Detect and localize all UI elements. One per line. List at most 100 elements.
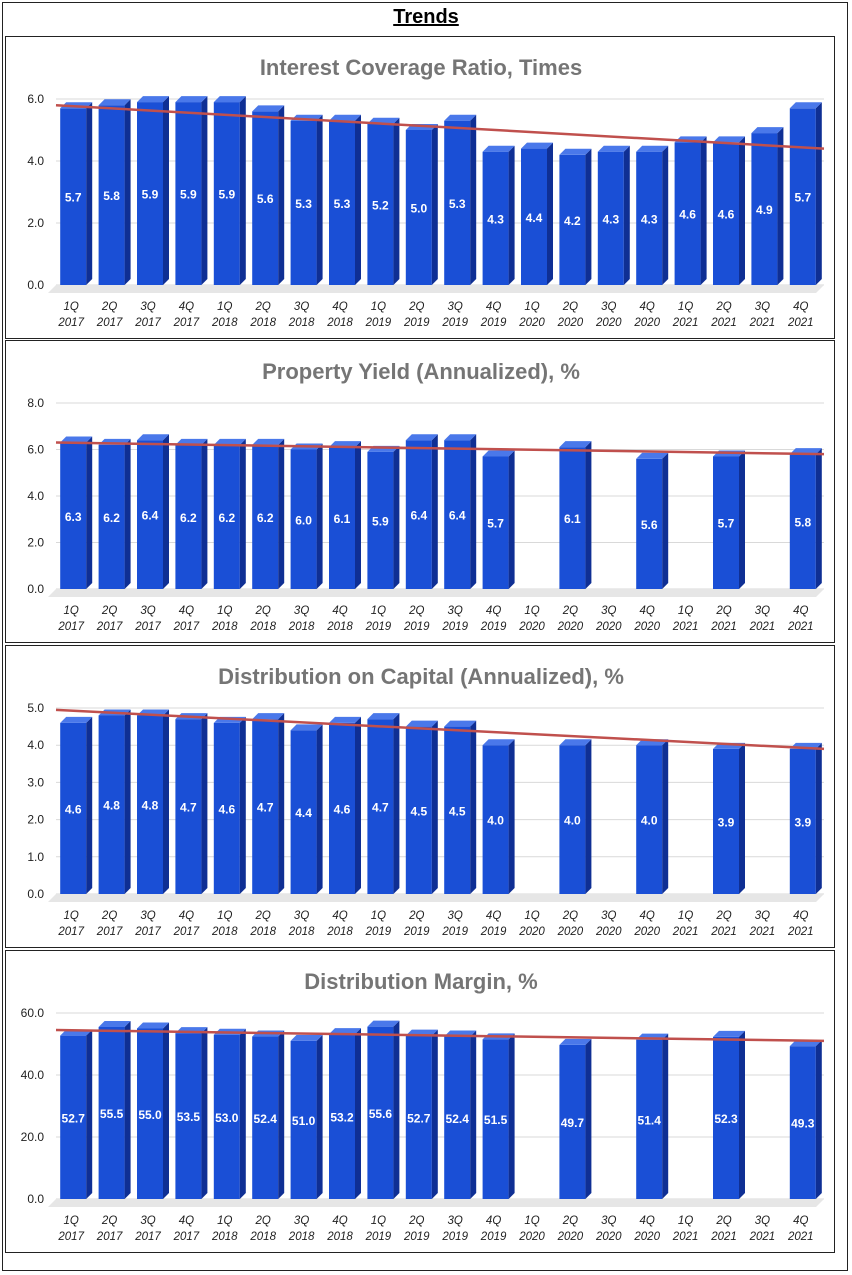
data-label: 5.9 [142,188,159,202]
bar [60,436,93,589]
bar-front [636,745,663,894]
bar-front [444,120,471,285]
x-tick-year: 2019 [480,621,507,633]
bar-side [623,145,630,285]
bar-side [239,438,246,589]
bar [175,1027,208,1199]
bar-side [508,450,515,589]
x-tick-label: 2Q 2021 [710,605,737,633]
x-tick-quarter: 2Q [562,910,578,922]
bar [482,450,515,589]
x-tick-quarter: 4Q [793,605,808,617]
bar-top [60,716,93,723]
x-tick-year: 2017 [173,926,200,938]
chart-panel-property-yield: Property Yield (Annualized), % 0.0 2.0 4.0 6… [5,340,835,643]
chart-panel-distribution-capital: Distribution on Capital (Annualized), % 0… [5,645,835,948]
bar-side [431,720,438,894]
data-label: 4.5 [449,804,466,818]
x-tick-year: 2021 [710,621,737,633]
bar [137,434,169,589]
x-tick-label: 3Q 2019 [441,605,468,633]
x-tick-quarter: 3Q [755,910,770,922]
x-tick-year: 2021 [710,926,737,938]
data-label: 4.0 [641,814,658,828]
x-tick-year: 2020 [518,1231,545,1243]
bar [213,1028,246,1199]
bar-front [636,458,663,589]
x-tick-quarter: 1Q [524,910,539,922]
bar [252,713,285,894]
data-label: 6.3 [65,510,82,524]
bar-top [482,450,515,457]
x-tick-label: 2Q 2020 [557,910,584,938]
x-tick-year: 2017 [173,621,200,633]
bar-top [137,434,169,441]
data-label: 5.7 [718,517,735,531]
bar-side [86,716,93,894]
bar-front [482,456,509,589]
bar [674,136,707,285]
bar [329,114,361,285]
x-tick-year: 2020 [633,317,660,329]
bar [175,713,208,894]
bar [636,739,669,894]
x-tick-quarter: 1Q [217,301,232,313]
x-tick-quarter: 2Q [255,910,271,922]
bar-top [175,96,208,103]
x-tick-year: 2018 [326,926,353,938]
data-label: 55.6 [369,1107,393,1121]
bar-side [815,102,822,285]
data-label: 4.3 [602,212,619,226]
x-tick-year: 2018 [326,621,353,633]
x-tick-label: 1Q 2017 [57,1215,84,1243]
bar-top [713,136,745,143]
bar [329,441,361,589]
bar-front [213,102,240,285]
bar-front [789,108,816,285]
x-tick-quarter: 4Q [793,301,808,313]
data-label: 4.6 [65,802,82,816]
data-label: 3.9 [718,815,735,829]
y-tick-label: 5.0 [27,701,44,715]
data-label: 4.6 [718,208,735,222]
x-tick-year: 2020 [518,317,545,329]
bar-front [137,715,163,894]
trendline [55,103,825,150]
bar-front [213,1034,240,1199]
data-label: 4.4 [526,211,543,225]
bar-side [124,438,131,589]
x-tick-label: 3Q 2018 [288,301,315,329]
x-tick-label: 4Q 2017 [173,605,200,633]
bar-side [316,114,323,285]
bar [329,716,361,894]
x-tick-quarter: 1Q [371,1215,386,1227]
bar-top [559,1038,592,1045]
x-tick-quarter: 2Q [255,605,271,617]
bar-side [393,445,400,589]
bar-top [482,739,515,746]
x-tick-label: 4Q 2019 [480,605,507,633]
bar-front [60,1035,87,1199]
x-tick-year: 2018 [288,1231,315,1243]
bar [290,114,323,285]
x-tick-quarter: 1Q [524,301,539,313]
bar [137,709,169,894]
bar [175,438,208,589]
bar-top [405,434,438,441]
x-tick-year: 2019 [441,621,468,633]
x-tick-label: 3Q 2018 [288,1215,315,1243]
bar-front [674,142,701,285]
x-tick-year: 2021 [787,926,814,938]
bar-front [559,745,586,894]
x-tick-year: 2017 [57,621,84,633]
bar-front [175,444,202,589]
x-tick-year: 2018 [249,317,276,329]
x-tick-year: 2018 [288,926,315,938]
data-label: 6.1 [334,512,351,526]
bar-top [290,724,323,731]
bar [559,441,592,589]
data-label: 5.6 [257,192,274,206]
data-label: 5.9 [372,514,389,528]
bar-front [329,1034,355,1199]
data-label: 52.7 [407,1111,431,1125]
